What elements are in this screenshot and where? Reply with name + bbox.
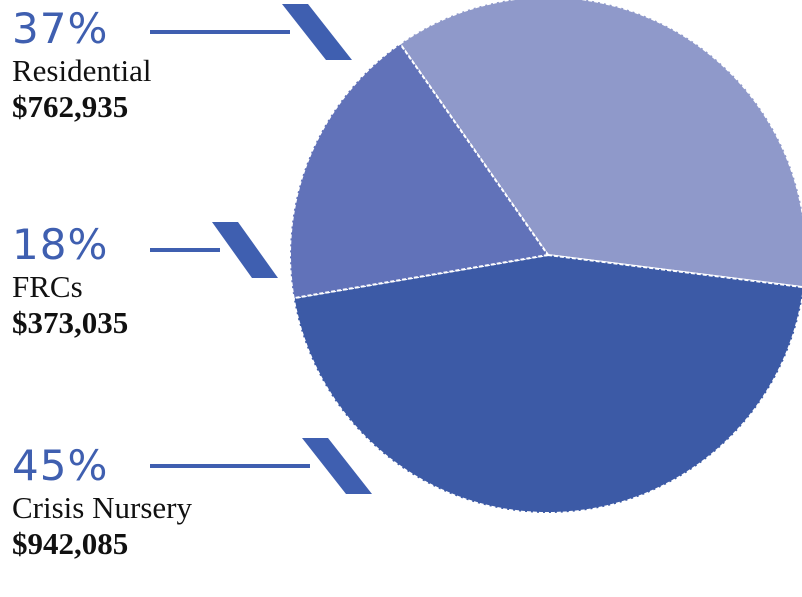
pie-slice-residential (398, 0, 802, 288)
connector-frcs (150, 222, 278, 278)
category-label-crisis-nursery: Crisis Nursery (12, 490, 192, 525)
pie-slice-frcs (289, 42, 550, 300)
pie-slice-crisis-nursery (292, 253, 802, 514)
percent-label-residential: 37% (12, 4, 109, 53)
amount-label-frcs: $373,035 (12, 305, 129, 340)
percent-label-frcs: 18% (12, 220, 109, 269)
category-label-residential: Residential (12, 53, 152, 88)
amount-label-residential: $762,935 (12, 89, 129, 124)
label-crisis-nursery: 45% Crisis Nursery $942,085 (12, 445, 192, 561)
category-label-frcs: FRCs (12, 269, 83, 304)
amount-label-crisis-nursery: $942,085 (12, 526, 129, 561)
connector-residential (150, 4, 352, 60)
connectors (150, 4, 372, 494)
label-frcs: 18% FRCs $373,035 (12, 224, 128, 340)
percent-label-crisis-nursery: 45% (12, 441, 109, 490)
connector-crisis-nursery (150, 438, 372, 494)
pie-slices (289, 0, 802, 514)
label-residential: 37% Residential $762,935 (12, 8, 151, 124)
